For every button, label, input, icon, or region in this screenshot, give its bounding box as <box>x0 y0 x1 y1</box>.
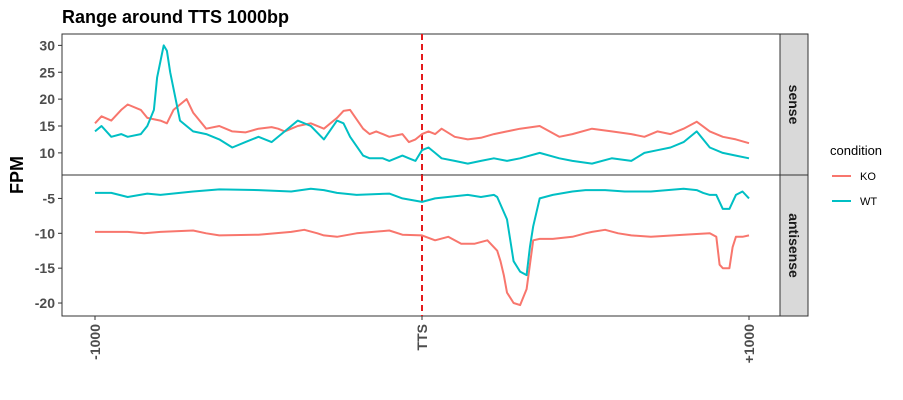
y-tick-label: 10 <box>39 145 55 161</box>
legend-title: condition <box>830 143 882 158</box>
facet-strip-label: sense <box>786 85 802 125</box>
series-line-wt <box>94 44 750 165</box>
facet-panel-antisense: -5 -10 -15 -20 antisense <box>35 174 809 317</box>
y-tick-label: 20 <box>39 91 55 107</box>
series-line-ko <box>94 98 750 145</box>
legend-label-wt: WT <box>860 196 877 208</box>
facet-strip-label: antisense <box>786 213 802 278</box>
y-tick-label: 15 <box>39 118 55 134</box>
y-axis-label: FPM <box>7 156 27 194</box>
y-tick-label: 30 <box>39 37 55 53</box>
series-line-ko <box>95 228 750 307</box>
facet-panel-sense: 10 15 20 25 30 sense <box>39 33 809 176</box>
x-tick-label: TTS <box>414 324 430 350</box>
x-tick-label: -1000 <box>87 324 103 360</box>
facet-strip <box>779 174 809 317</box>
chart-title: Range around TTS 1000bp <box>62 7 289 27</box>
y-tick-label: -10 <box>35 225 55 241</box>
series-line-wt <box>95 187 750 277</box>
legend: condition KO WT <box>830 143 882 208</box>
y-tick-label: 25 <box>39 64 55 80</box>
y-tick-label: -5 <box>43 190 56 206</box>
x-tick-label: +1000 <box>741 324 757 364</box>
facet-panels: 10 15 20 25 30 sense -5 -10 -15 -20 antisense <box>35 33 809 317</box>
y-tick-label: -20 <box>35 295 55 311</box>
x-axis: -1000 TTS +1000 <box>87 316 757 363</box>
legend-label-ko: KO <box>860 171 876 183</box>
facet-strip <box>779 33 809 176</box>
y-tick-label: -15 <box>35 260 55 276</box>
